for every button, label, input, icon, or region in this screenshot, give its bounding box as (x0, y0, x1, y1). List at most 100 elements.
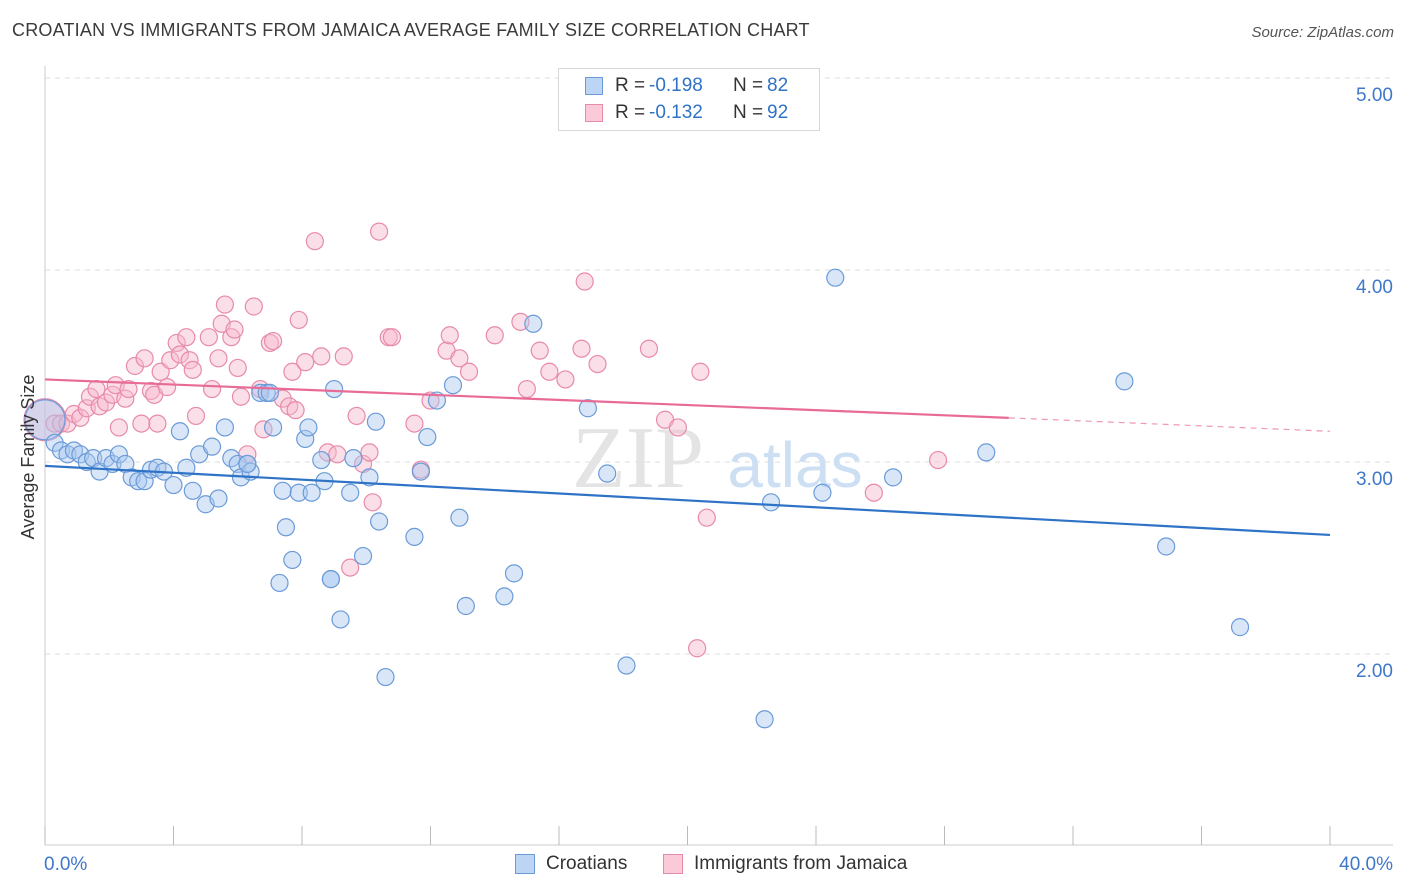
data-point-jamaica (639, 339, 659, 358)
data-point-jamaica (45, 414, 64, 433)
data-point-jamaica (199, 328, 218, 347)
data-point-croatians (24, 399, 66, 441)
data-point-jamaica (244, 297, 263, 316)
data-point-croatians (405, 527, 424, 546)
data-point-croatians (1230, 618, 1250, 637)
data-point-croatians (353, 546, 373, 566)
data-point-jamaica (286, 401, 305, 420)
data-point-croatians (598, 464, 617, 483)
y-tick-label: 3.00 (1356, 469, 1393, 490)
data-point-croatians (504, 564, 524, 583)
data-point-croatians (331, 610, 350, 629)
data-point-jamaica (668, 418, 687, 437)
data-point-jamaica (334, 347, 353, 366)
data-point-croatians (321, 570, 341, 589)
data-point-jamaica (363, 493, 382, 512)
data-point-croatians (177, 458, 196, 477)
data-point-croatians (276, 518, 296, 537)
data-point-croatians (341, 483, 360, 502)
data-point-croatians (270, 573, 289, 593)
data-point-jamaica (688, 639, 707, 658)
data-point-jamaica (347, 406, 366, 426)
data-point-croatians (456, 596, 475, 616)
data-point-jamaica (691, 362, 710, 381)
tick-labels: 2.00 3.00 4.00 5.00 0.0% 40.0% Average Family … (18, 85, 1393, 875)
data-point-croatians (450, 508, 469, 527)
data-point-jamaica (283, 362, 302, 381)
data-point-croatians (164, 475, 183, 495)
data-point-jamaica (305, 232, 324, 251)
legend-swatch-blue (515, 854, 535, 874)
data-point-croatians (443, 376, 463, 395)
data-point-jamaica (183, 360, 202, 379)
data-point-jamaica (341, 558, 360, 577)
data-point-jamaica (485, 326, 504, 345)
legend-r-label: R = (615, 75, 646, 96)
data-point-jamaica (132, 414, 151, 433)
data-point-croatians (202, 437, 222, 456)
data-point-croatians (883, 468, 903, 487)
data-point-jamaica (135, 349, 154, 368)
data-point-jamaica (360, 443, 379, 462)
data-point-jamaica (328, 445, 347, 464)
watermark-zip: ZIP (572, 410, 704, 507)
legend-r-value: -0.198 (649, 75, 703, 96)
data-point-croatians (344, 449, 363, 468)
data-point-croatians (170, 422, 190, 441)
data-point-croatians (411, 462, 430, 481)
data-point-jamaica (575, 272, 594, 291)
data-point-croatians (263, 418, 283, 437)
data-point-croatians (299, 418, 318, 437)
data-point-jamaica (540, 362, 559, 381)
data-point-jamaica (296, 353, 315, 372)
legend-swatch-pink (663, 854, 683, 874)
data-point-croatians (289, 483, 308, 502)
correlation-legend: R = -0.198 N = 82 R = -0.132 N = 92 (558, 68, 820, 131)
watermark: ZIP atlas (572, 410, 863, 507)
legend-n-value: 82 (767, 75, 789, 96)
data-point-jamaica (125, 356, 145, 376)
data-point-jamaica (312, 347, 331, 366)
watermark-atlas: atlas (727, 429, 862, 501)
data-point-croatians (273, 481, 292, 500)
data-point-jamaica (161, 351, 180, 370)
trend-line-croatians (44, 464, 1331, 537)
data-point-croatians (209, 489, 228, 508)
data-point-jamaica (186, 406, 206, 426)
data-point-croatians (617, 656, 636, 675)
data-point-croatians (360, 468, 379, 487)
data-point-jamaica (405, 414, 424, 433)
chart-title: CROATIAN VS IMMIGRANTS FROM JAMAICA AVER… (12, 20, 810, 40)
data-point-jamaica (864, 483, 883, 502)
data-point-croatians (1157, 537, 1176, 556)
legend-label-croatians: Croatians (546, 853, 628, 874)
data-point-croatians (826, 268, 845, 287)
data-point-jamaica (517, 379, 536, 399)
data-point-jamaica (202, 379, 222, 399)
data-point-jamaica (263, 331, 283, 351)
data-point-croatians (370, 512, 389, 531)
data-point-jamaica (225, 320, 244, 339)
legend-label-jamaica: Immigrants from Jamaica (694, 853, 908, 874)
data-point-jamaica (450, 349, 469, 368)
data-point-croatians (495, 587, 514, 606)
data-point-jamaica (119, 379, 138, 399)
data-point-jamaica (180, 351, 199, 370)
x-tick-label: 0.0% (44, 854, 87, 875)
data-point-jamaica (228, 358, 247, 378)
data-point-croatians (524, 314, 543, 333)
data-point-jamaica (289, 310, 308, 330)
data-point-croatians (260, 383, 279, 402)
data-point-croatians (578, 399, 598, 418)
source-label: Source: ZipAtlas.com (1251, 24, 1394, 41)
data-point-jamaica (459, 362, 479, 381)
legend-r-label: R = (615, 102, 646, 123)
y-tick-label: 4.00 (1356, 277, 1393, 298)
legend-n-value: 92 (767, 102, 789, 123)
data-point-croatians (977, 443, 996, 462)
axes (44, 66, 1393, 846)
data-point-jamaica (556, 370, 575, 389)
data-point-croatians (129, 472, 148, 491)
data-point-jamaica (116, 389, 135, 408)
